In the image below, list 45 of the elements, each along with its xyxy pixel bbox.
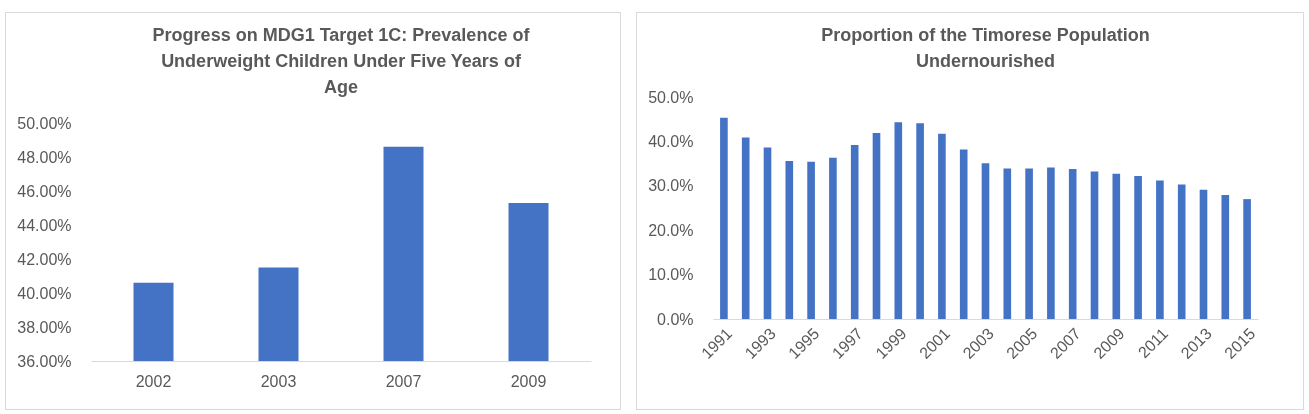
y-tick-label: 40.00% xyxy=(17,284,72,302)
bar xyxy=(1003,168,1012,319)
y-tick-label: 42.00% xyxy=(17,250,72,268)
x-tick-label: 2002 xyxy=(135,372,172,390)
chart-title: Progress on MDG1 Target 1C: Prevalence of Underweight Children Under Five Years of Age xyxy=(152,25,531,97)
bar xyxy=(720,117,728,319)
bar xyxy=(1221,195,1230,319)
bar xyxy=(829,157,837,319)
bar xyxy=(872,132,881,319)
y-tick-label: 10.0% xyxy=(648,266,694,284)
y-tick-label: 36.00% xyxy=(17,352,72,370)
y-tick-label: 46.00% xyxy=(17,182,72,200)
y-tick-label: 30.0% xyxy=(648,177,694,195)
bar xyxy=(981,163,990,319)
bar xyxy=(741,137,750,319)
y-tick-label: 40.0% xyxy=(648,132,694,150)
bar xyxy=(1068,168,1077,319)
chart-title: Proportion of the Timorese Population Undernourished xyxy=(821,25,1150,71)
bar xyxy=(1177,184,1186,319)
bar xyxy=(894,122,903,319)
bar xyxy=(959,149,968,319)
y-tick-label: 44.00% xyxy=(17,216,72,234)
bar xyxy=(938,133,946,319)
bar xyxy=(916,123,924,319)
y-tick-label: 38.00% xyxy=(17,318,72,336)
bar xyxy=(807,161,815,319)
bar xyxy=(1243,199,1251,319)
bar xyxy=(1025,168,1033,319)
bar xyxy=(785,160,794,319)
bar xyxy=(763,147,772,319)
y-tick-label: 48.00% xyxy=(17,148,72,166)
y-tick-label: 20.0% xyxy=(648,221,694,239)
bar xyxy=(1134,176,1142,319)
y-tick-label: 50.0% xyxy=(648,88,694,106)
x-tick-label: 2007 xyxy=(385,372,422,390)
bar xyxy=(850,144,859,319)
bar xyxy=(1090,171,1099,319)
bar xyxy=(1047,167,1055,319)
x-tick-label: 2003 xyxy=(260,372,297,390)
bar xyxy=(1112,173,1121,319)
bar xyxy=(1199,189,1208,319)
y-tick-label: 50.00% xyxy=(17,114,72,132)
x-tick-label: 2009 xyxy=(510,372,547,390)
bar xyxy=(1156,180,1164,319)
y-tick-label: 0.0% xyxy=(657,310,694,328)
